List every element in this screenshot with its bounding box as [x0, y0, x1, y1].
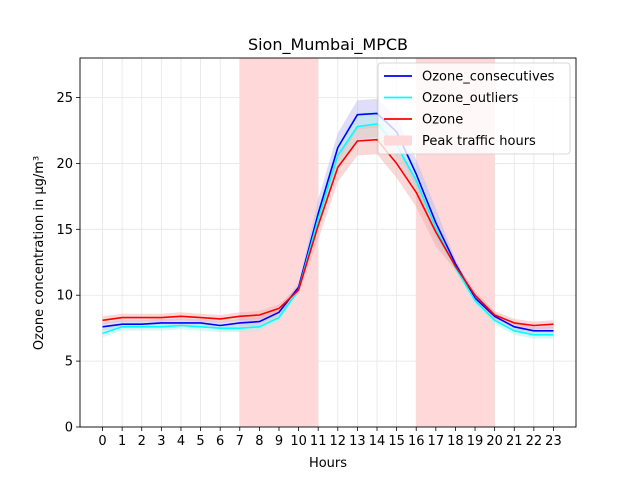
x-tick-label: 1 — [118, 434, 126, 449]
y-tick-label: 5 — [65, 355, 73, 370]
x-tick-label: 6 — [216, 434, 224, 449]
x-tick-label: 15 — [388, 434, 405, 449]
y-tick-label: 25 — [56, 91, 73, 106]
x-tick-label: 5 — [196, 434, 204, 449]
y-tick-label: 15 — [56, 223, 73, 238]
legend-label: Ozone_consecutives — [422, 70, 555, 85]
x-tick-label: 17 — [428, 434, 445, 449]
x-tick-label: 13 — [349, 434, 366, 449]
x-tick-label: 12 — [330, 434, 347, 449]
y-tick-label: 0 — [65, 421, 73, 436]
y-tick-label: 10 — [56, 289, 73, 304]
series-line-ozone-outliers — [102, 123, 554, 336]
x-tick-label: 23 — [545, 434, 562, 449]
x-tick-label: 10 — [290, 434, 307, 449]
y-axis-label: Ozone concentration in µg/m³ — [32, 156, 47, 350]
x-tick-label: 16 — [408, 434, 425, 449]
legend-swatch-patch — [384, 135, 412, 146]
x-tick-label: 2 — [138, 434, 146, 449]
x-tick-label: 3 — [157, 434, 165, 449]
x-tick-label: 7 — [236, 434, 244, 449]
x-tick-label: 19 — [467, 434, 484, 449]
x-tick-label: 4 — [177, 434, 185, 449]
legend-label: Peak traffic hours — [422, 134, 536, 149]
legend: Ozone_consecutives Ozone_outliers Ozone Pea… — [377, 62, 571, 155]
peak-traffic-region — [239, 58, 319, 427]
x-tick-label: 20 — [486, 434, 503, 449]
legend-label: Ozone — [422, 113, 463, 128]
x-tick-label: 14 — [369, 434, 386, 449]
x-axis-label: Hours — [309, 456, 347, 471]
x-tick-label: 11 — [310, 434, 327, 449]
chart-title: Sion_Mumbai_MPCB — [248, 35, 408, 55]
x-tick-label: 21 — [506, 434, 523, 449]
x-tick-label: 0 — [98, 434, 106, 449]
legend-label: Ozone_outliers — [422, 91, 519, 106]
x-tick-label: 9 — [275, 434, 283, 449]
x-tick-label: 18 — [447, 434, 464, 449]
x-tick-label: 22 — [526, 434, 543, 449]
series-line-ozone — [102, 138, 554, 327]
legend-box — [377, 62, 571, 155]
axes-frame — [79, 57, 577, 428]
y-tick-label: 20 — [56, 157, 73, 172]
x-tick-label: 8 — [255, 434, 263, 449]
series-line-ozone-consecutives — [102, 112, 554, 332]
